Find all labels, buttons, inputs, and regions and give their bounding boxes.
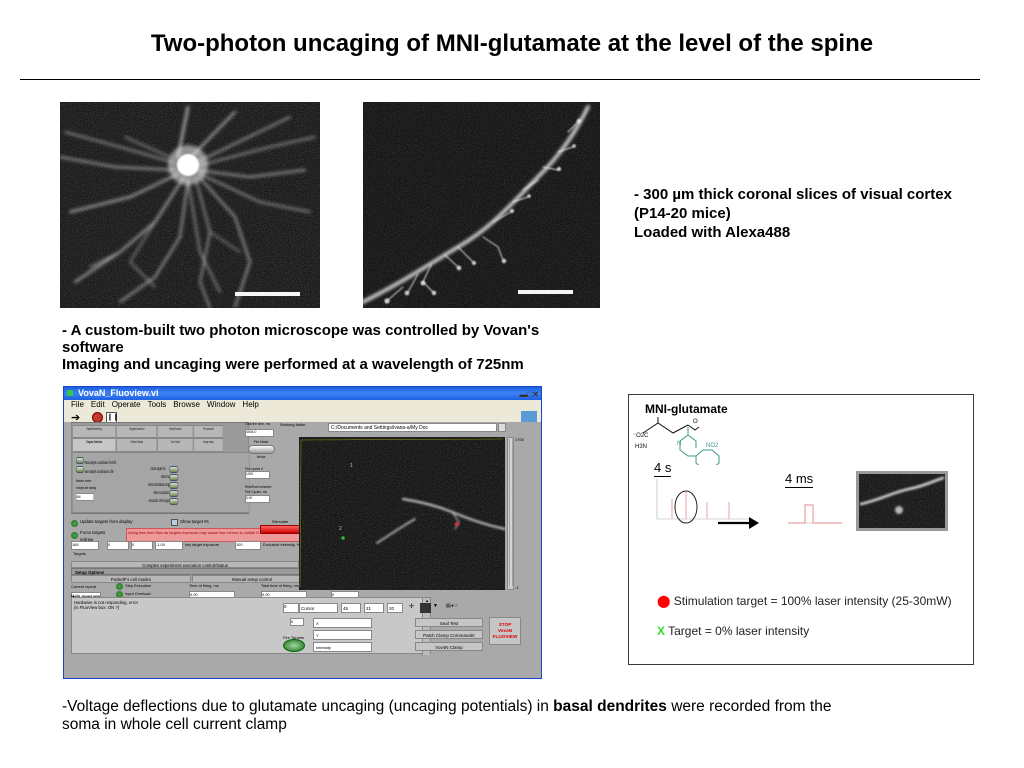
svg-text:O: O [693, 419, 698, 425]
svg-text:⁻O2C: ⁻O2C [633, 433, 649, 439]
svg-text:1: 1 [350, 463, 353, 469]
svg-text:NO2: NO2 [706, 443, 719, 449]
svg-text:N: N [677, 441, 681, 447]
svg-text:2: 2 [339, 526, 342, 532]
svg-text:H3N: H3N [635, 444, 647, 450]
